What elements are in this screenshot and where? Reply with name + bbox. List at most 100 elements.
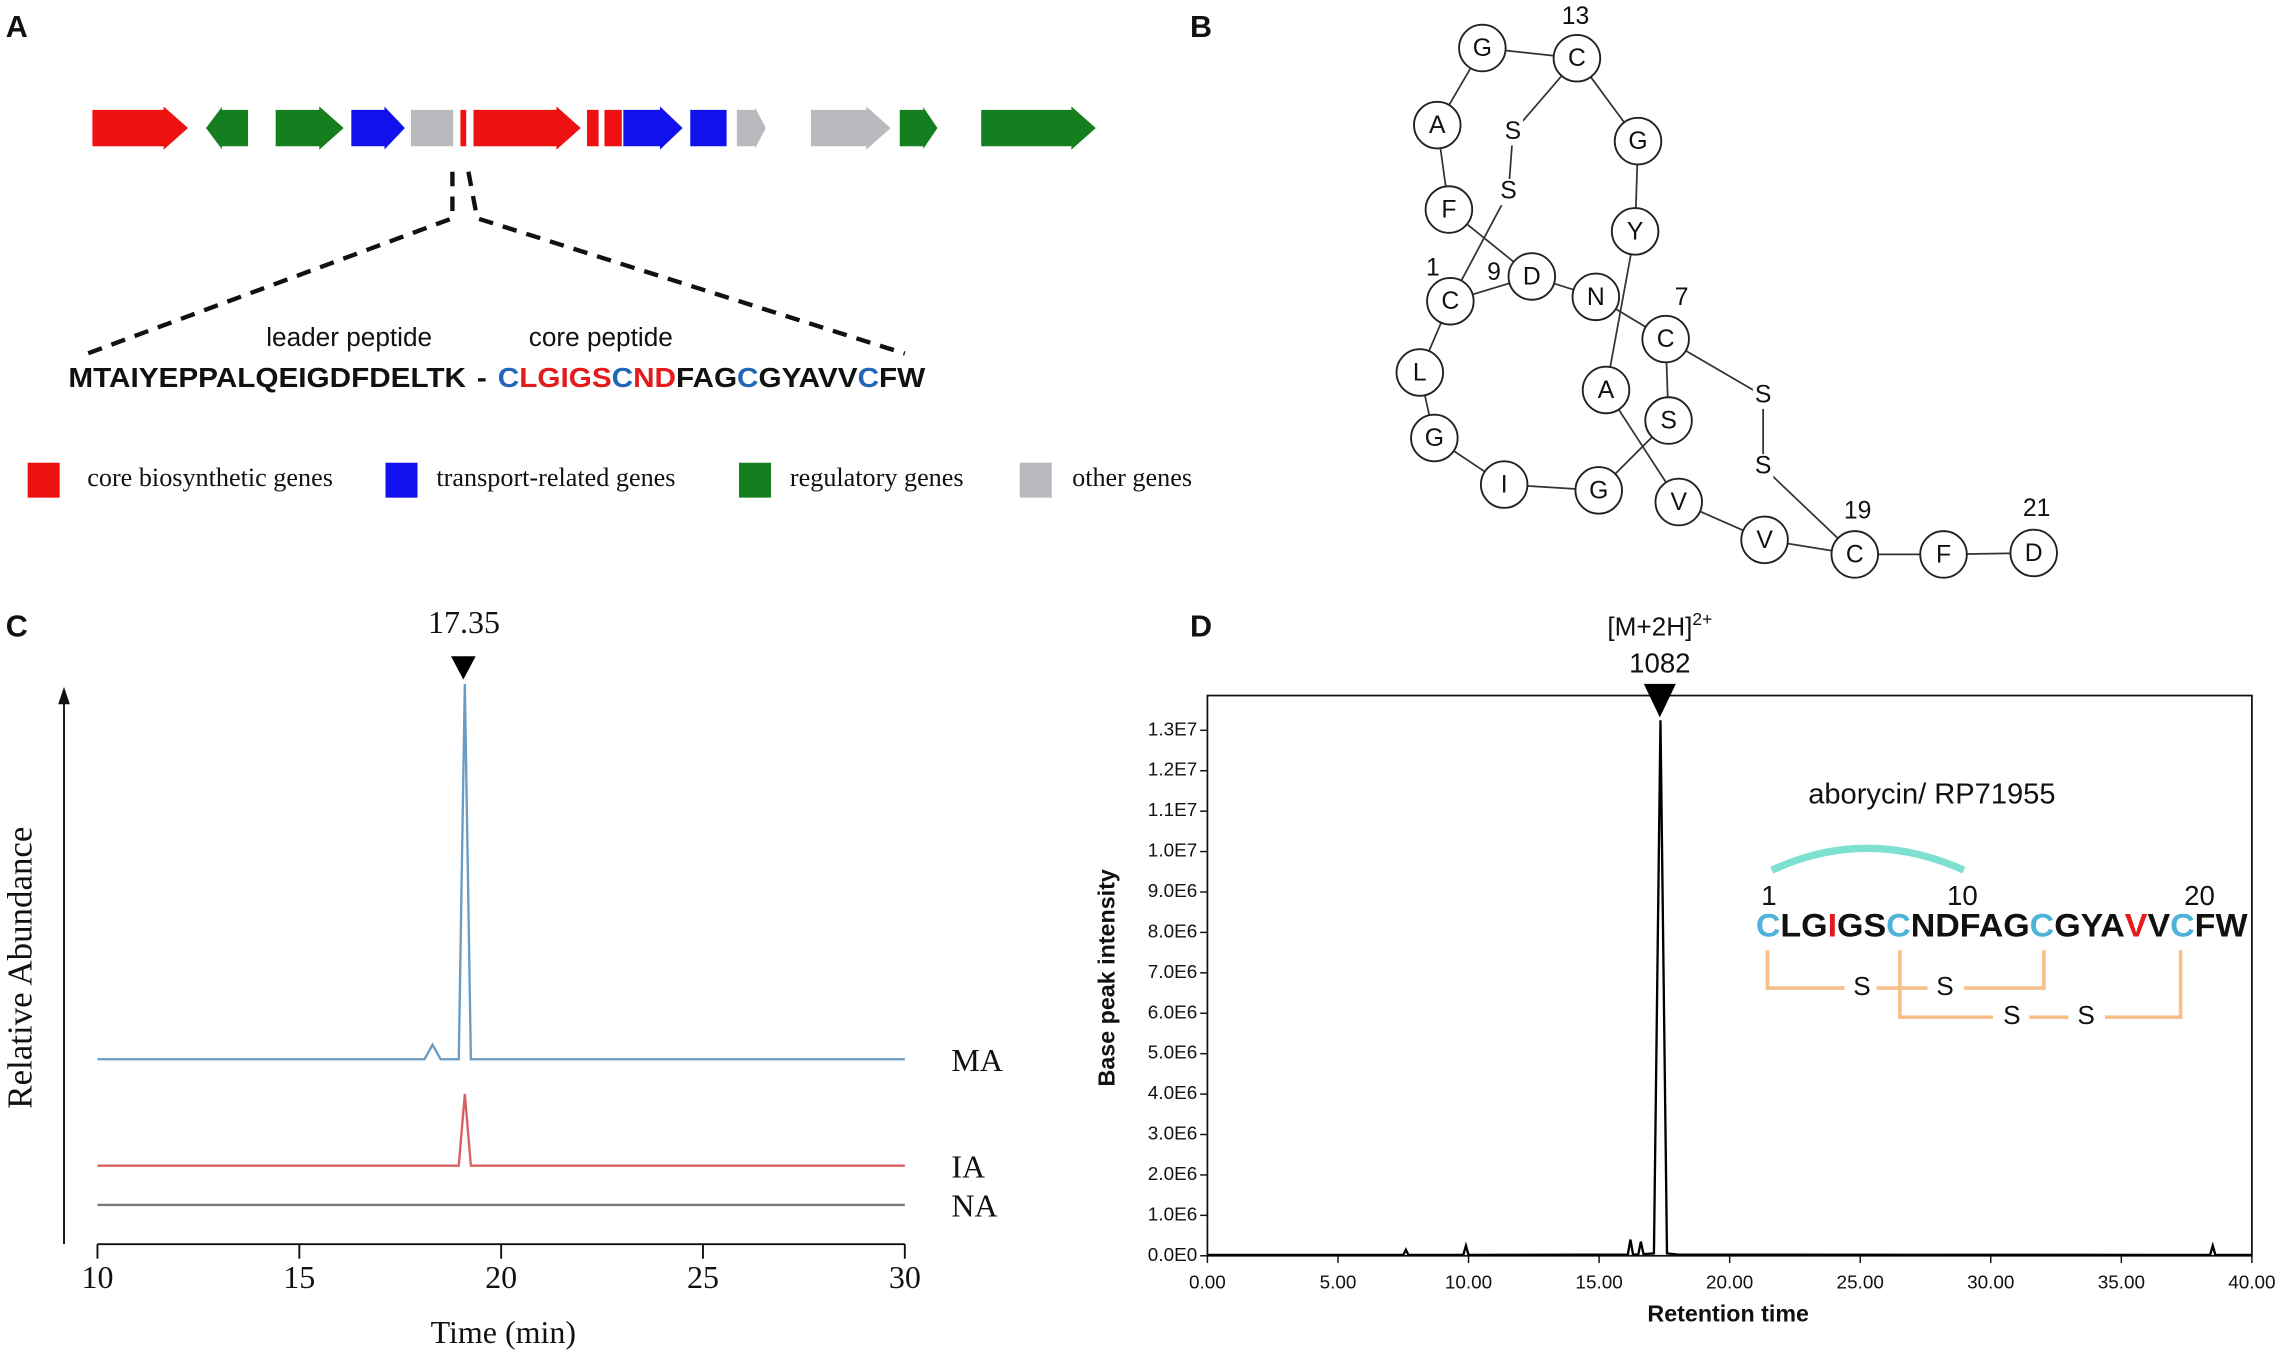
x-tick-label: 0.00 [1189,1272,1226,1293]
core-residues: ND [633,362,676,393]
charge: 2+ [1692,608,1712,628]
position-number: 21 [2023,495,2050,522]
sulfur-atom: S [2003,1000,2020,1030]
y-tick-label: 1.2E7 [1148,760,1197,781]
core-residues: FW [879,362,926,393]
residue: C [1441,288,1459,315]
gene-arrow [90,103,191,153]
residue-circle [1641,314,1690,364]
residue: V [1756,527,1773,554]
gene-arrow [688,108,729,148]
residue: I [1501,472,1508,499]
residue: G [1589,477,1608,504]
gene-arrow [809,103,893,153]
panel-label: D [1190,610,1212,644]
residues: GYA [2054,908,2125,944]
y-tick-label: 0.0E0 [1148,1245,1197,1266]
y-axis-label: Relative Abundance [0,827,39,1109]
x-axis-label: Time (min) [431,1314,576,1350]
position-number: 19 [1844,498,1871,525]
y-tick-label: 2.0E6 [1148,1164,1197,1185]
x-tick-label: 10 [81,1259,113,1295]
residue-circle [1479,460,1529,509]
residue: S [1660,408,1676,435]
residue: F [1936,541,1951,568]
x-tick-label: 35.00 [2098,1272,2145,1293]
sulfur-atom: S [1505,118,1521,145]
residue-circle [1610,207,1660,256]
position-number: 1 [1761,880,1776,911]
legend-label: NA [951,1188,997,1224]
y-tick-label: 1.3E7 [1148,719,1197,740]
residue: V [1670,489,1687,516]
gene-arrow [349,102,407,154]
atom-bg [1498,178,1519,206]
x-tick-label: 25 [687,1259,719,1295]
legend-swatch [1019,462,1052,498]
disulfide-bracket [1898,950,1993,1019]
legend-swatch [27,462,60,498]
axis-arrow [58,686,70,705]
residue-circle [1919,530,1968,579]
residue: N [1587,284,1605,311]
x-axis-label: Retention time [1647,1301,1809,1327]
residue-circle [1740,515,1789,565]
position-number: 9 [1487,259,1501,286]
residues: V [2147,908,2170,944]
legend-label: MA [951,1042,1003,1078]
residues: C [1756,908,1781,944]
residue: A [1598,377,1615,404]
residues: NDFAG [1911,908,2030,944]
x-tick-label: 25.00 [1837,1272,1884,1293]
residues: FW [2195,908,2249,944]
gene-arrow [979,103,1098,153]
residues: C [2030,908,2055,944]
sulfur-atom: S [1755,381,1771,408]
residues: C [2170,908,2195,944]
legend-swatch [385,462,418,498]
residues: I [1828,908,1837,944]
y-tick-label: 9.0E6 [1148,881,1197,902]
gene-arrow [898,102,940,154]
zoom-line [86,171,455,356]
residue-circle [1613,116,1663,166]
core-residues: FAG [676,362,737,393]
residue: L [1413,359,1427,386]
core-residues: C [737,362,759,393]
leader-sequence: MTAIYEPPALQEIGDFDELTK [68,362,466,393]
residue-circle [1426,276,1475,326]
peak-ion-label: [M+2H]2+ [1607,608,1712,641]
residue-circle [1458,23,1507,73]
core-residues: LGIGS [519,362,611,393]
y-tick-label: 7.0E6 [1148,962,1197,983]
legend-swatch [738,462,772,498]
panel-label: C [6,610,28,644]
y-tick-label: 8.0E6 [1148,921,1197,942]
peak-mz-label: 1082 [1629,647,1690,678]
y-tick-label: 1.0E6 [1148,1204,1197,1225]
x-tick-label: 20.00 [1706,1272,1753,1293]
residue-circle [1644,396,1693,445]
panel-label: A [6,10,28,44]
residue-circle [2009,528,2058,578]
legend-label: IA [951,1148,985,1184]
core-residues: C [612,362,634,393]
position-number: 10 [1947,880,1978,911]
residues: C [1886,908,1911,944]
gene-arrow [274,103,346,153]
peak-label: 17.35 [428,604,500,640]
position-number: 1 [1426,255,1440,282]
atom-bg [1752,382,1774,409]
ring-arc [1770,844,1966,874]
x-tick-label: 40.00 [2228,1272,2275,1293]
gene-arrow [621,103,685,154]
gene-arrow [602,108,624,148]
y-tick-label: 1.0E7 [1148,841,1197,862]
residue: D [1523,263,1541,290]
sulfur-atom: S [1755,453,1771,480]
y-tick-label: 3.0E6 [1148,1124,1197,1145]
sulfur-atom: S [1500,178,1516,205]
x-tick-label: 20 [485,1259,517,1295]
